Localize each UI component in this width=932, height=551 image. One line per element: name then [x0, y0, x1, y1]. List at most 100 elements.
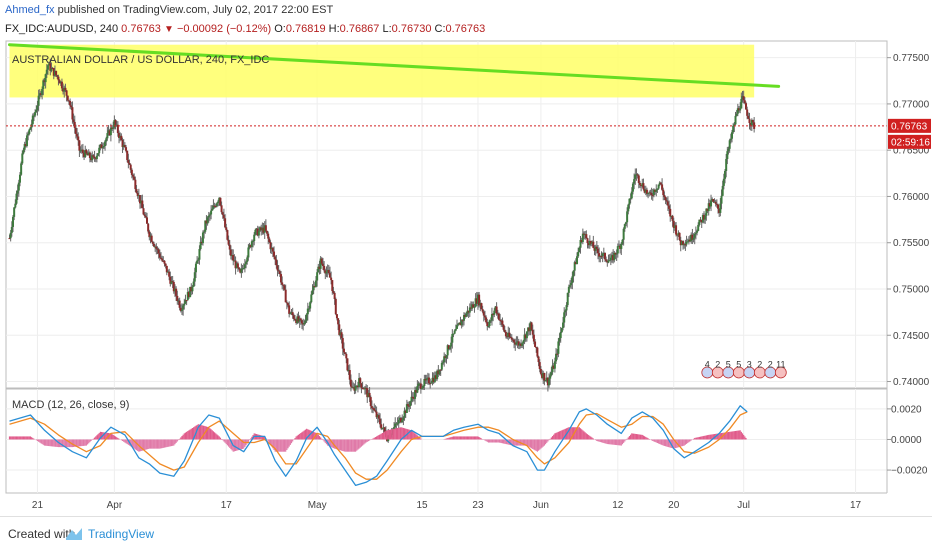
candle — [330, 271, 333, 285]
candle — [608, 254, 611, 262]
candle — [499, 313, 502, 326]
candle — [586, 237, 589, 249]
candle — [228, 240, 231, 256]
candle-body — [253, 234, 256, 242]
candle-body — [200, 241, 203, 244]
tradingview-brand[interactable]: TradingView — [88, 527, 155, 541]
candle-body — [166, 271, 169, 273]
candle-body — [476, 294, 479, 304]
candle-body — [382, 427, 385, 429]
candle — [742, 90, 745, 104]
candle — [182, 303, 185, 316]
candle-body — [234, 260, 237, 269]
candle-body — [127, 160, 130, 164]
candle — [313, 282, 316, 288]
candle — [88, 151, 91, 163]
candle-body — [67, 100, 70, 102]
candle — [489, 317, 492, 323]
candle-body — [113, 120, 116, 128]
candle-body — [599, 256, 602, 258]
candle — [442, 359, 445, 365]
candle-body — [579, 240, 582, 248]
candle-body — [84, 149, 87, 158]
candle — [333, 291, 336, 305]
candle-body — [25, 135, 28, 146]
candle — [468, 303, 471, 317]
candle-body — [678, 232, 681, 241]
candle — [682, 240, 685, 250]
candle-body — [243, 264, 246, 269]
candle — [254, 228, 257, 236]
candle — [492, 313, 495, 322]
candle — [215, 202, 218, 208]
candle-body — [254, 229, 257, 235]
candle-body — [698, 219, 701, 225]
candle-body — [32, 115, 35, 117]
candle-body — [483, 315, 486, 318]
candle — [679, 236, 682, 252]
candle — [53, 65, 56, 77]
candle — [119, 132, 122, 142]
candle — [735, 109, 738, 117]
candle-body — [226, 230, 229, 240]
candle — [412, 392, 415, 402]
candle-body — [171, 281, 174, 283]
candle — [328, 266, 331, 278]
candle-body — [703, 215, 706, 220]
candle-body — [203, 231, 206, 233]
candle — [588, 235, 591, 249]
candle-body — [405, 404, 408, 413]
candle — [748, 112, 751, 130]
candle-body — [635, 174, 638, 176]
candle-body — [27, 133, 30, 136]
candle-body — [81, 149, 84, 153]
candle — [198, 245, 201, 265]
candle — [35, 105, 38, 113]
candle-body — [685, 241, 688, 245]
candle — [168, 268, 171, 281]
candle — [599, 255, 602, 263]
author-link[interactable]: Ahmed_fx — [5, 4, 55, 16]
candle — [14, 199, 17, 209]
candle-body — [356, 385, 359, 388]
candle — [734, 111, 737, 125]
candle — [152, 241, 155, 248]
candle-body — [545, 377, 548, 381]
candle — [8, 234, 11, 240]
trendline — [7, 43, 781, 88]
candle-body — [187, 292, 190, 298]
candle-body — [220, 205, 223, 213]
candle-body — [447, 345, 450, 349]
candle — [381, 427, 384, 430]
candle — [405, 399, 408, 413]
candle-body — [457, 324, 460, 326]
candle-body — [668, 205, 671, 209]
candle-body — [573, 262, 576, 271]
candle-body — [339, 332, 342, 335]
candle — [394, 417, 397, 429]
candle-body — [474, 298, 477, 307]
candle — [496, 309, 499, 319]
candle — [48, 61, 51, 66]
candle-body — [724, 170, 727, 179]
candle-body — [736, 108, 739, 114]
candle — [707, 198, 710, 216]
candle — [318, 260, 321, 275]
candle — [243, 258, 246, 273]
candle — [85, 148, 88, 155]
candle — [41, 86, 44, 100]
candle — [437, 365, 440, 378]
candle-body — [150, 235, 153, 242]
candle-body — [274, 256, 277, 260]
candle-body — [297, 316, 300, 322]
candle — [210, 205, 213, 220]
candle — [71, 101, 74, 124]
candle-body — [514, 342, 517, 345]
candle-body — [683, 244, 686, 246]
candle — [176, 290, 179, 305]
candle — [136, 190, 139, 199]
candle-body — [49, 63, 52, 71]
candle — [574, 258, 577, 265]
candle — [241, 264, 244, 274]
